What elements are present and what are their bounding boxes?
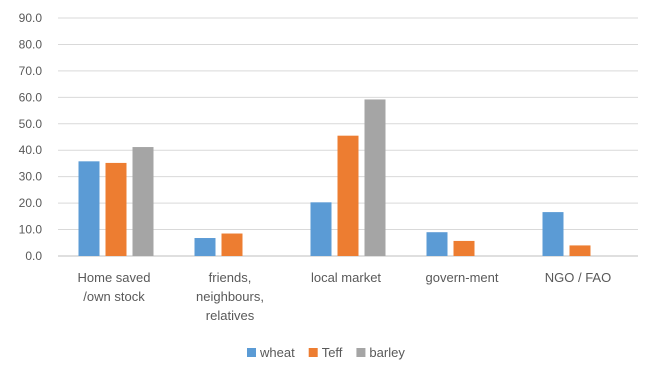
y-axis-tick-labels: 0.0 10.0 20.0 30.0 40.0 50.0 60.0 70.0 80.0 90.0 <box>19 11 43 263</box>
x-category-label: Home saved/own stock <box>78 270 151 304</box>
y-tick-label: 20.0 <box>19 196 43 210</box>
y-tick-label: 30.0 <box>19 170 43 184</box>
bar-wheat-1 <box>194 238 216 256</box>
x-category-label: local market <box>311 270 381 285</box>
bar-wheat-4 <box>542 212 564 256</box>
legend-swatch-teff <box>308 348 318 357</box>
y-tick-label: 0.0 <box>25 249 42 263</box>
legend: wheat Teff barley <box>247 345 405 360</box>
x-axis-category-labels: Home saved/own stock friends, neighbours, r… <box>78 270 612 323</box>
bar-teff-1 <box>221 233 243 256</box>
bar-wheat-0 <box>78 161 100 256</box>
bar-teff-3 <box>453 240 475 256</box>
legend-label-barley: barley <box>369 345 405 360</box>
bars <box>78 99 591 257</box>
bar-barley-0 <box>132 147 154 256</box>
bar-wheat-2 <box>310 202 332 256</box>
x-category-label: govern-ment <box>426 270 499 285</box>
y-tick-label: 70.0 <box>19 64 43 78</box>
bar-barley-2 <box>364 99 386 257</box>
legend-swatch-barley <box>356 348 366 357</box>
bar-teff-0 <box>105 162 127 256</box>
bar-teff-4 <box>569 245 591 256</box>
legend-swatch-wheat <box>247 348 256 357</box>
y-tick-label: 50.0 <box>19 117 43 131</box>
y-tick-label: 80.0 <box>19 37 43 51</box>
legend-label-wheat: wheat <box>259 345 295 360</box>
y-tick-label: 10.0 <box>19 223 43 237</box>
y-tick-label: 60.0 <box>19 90 43 104</box>
y-tick-label: 40.0 <box>19 143 43 157</box>
bar-teff-2 <box>337 135 359 256</box>
bar-wheat-3 <box>426 232 448 256</box>
x-category-label: friends, neighbours, relatives <box>196 270 264 323</box>
y-tick-label: 90.0 <box>19 11 43 25</box>
x-category-label: NGO / FAO <box>545 270 611 285</box>
legend-label-teff: Teff <box>322 345 343 360</box>
